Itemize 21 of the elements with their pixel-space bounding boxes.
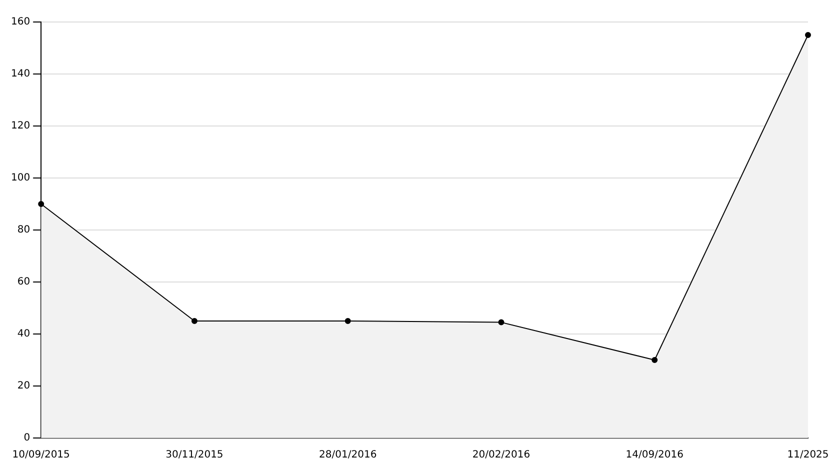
point — [38, 201, 44, 207]
x-tick-label: 11/2025 — [787, 450, 829, 461]
x-tick-label: 20/02/2016 — [472, 450, 530, 461]
point — [344, 318, 351, 324]
point — [652, 357, 658, 363]
y-tick-label: 60 — [17, 276, 30, 288]
y-tick-label: 100 — [10, 172, 30, 184]
point — [805, 32, 811, 38]
y-tick-label: 120 — [10, 120, 30, 132]
y-tick-label: 20 — [17, 380, 30, 392]
x-tick-label: 10/09/2015 — [12, 450, 70, 461]
y-tick-label: 160 — [10, 16, 30, 28]
point — [498, 319, 504, 326]
y-tick-label: 80 — [17, 224, 30, 236]
y-tick-label: 140 — [10, 68, 30, 80]
point — [191, 318, 198, 324]
x-tick-label: 28/01/2016 — [319, 450, 377, 461]
y-tick-label: 0 — [24, 432, 30, 444]
x-tick-label: 14/09/2016 — [626, 450, 684, 461]
y-tick-label: 40 — [17, 328, 30, 340]
x-tick-label: 30/11/2015 — [166, 450, 224, 461]
